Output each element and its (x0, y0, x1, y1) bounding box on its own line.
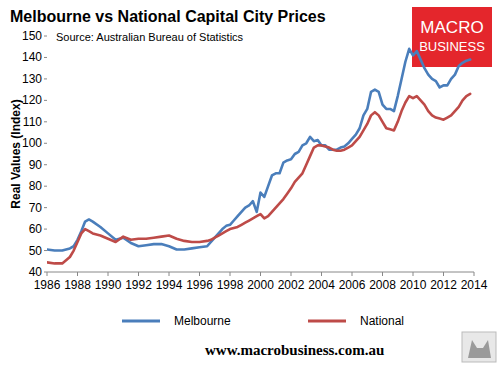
x-tick (291, 272, 292, 276)
x-tick (138, 272, 139, 276)
y-tick (44, 207, 47, 208)
y-tick-label: 150 (22, 29, 42, 43)
x-tick-label: 1998 (217, 278, 244, 292)
x-tick (474, 272, 475, 276)
y-tick (44, 100, 47, 101)
x-tick-label: 2012 (430, 278, 457, 292)
y-tick (44, 186, 47, 187)
x-tick-label: 1992 (125, 278, 152, 292)
y-tick-label: 80 (29, 179, 43, 193)
legend-label: National (360, 314, 404, 328)
y-tick-label: 100 (22, 136, 42, 150)
x-tick-label: 1996 (186, 278, 213, 292)
legend-swatch (122, 320, 160, 323)
y-tick-label: 50 (29, 244, 43, 258)
y-tick-label: 40 (29, 265, 43, 279)
x-tick (47, 272, 48, 276)
logo-emblem (462, 332, 496, 362)
y-tick-label: 120 (22, 93, 42, 107)
x-tick-label: 1990 (95, 278, 122, 292)
y-tick (44, 36, 47, 37)
logo-text: BUSINESS (419, 39, 485, 54)
y-tick (44, 121, 47, 122)
emblem-shape (468, 340, 491, 358)
x-tick-label: 1994 (156, 278, 183, 292)
x-tick (413, 272, 414, 276)
y-axis-label: Real Values (Index) (9, 99, 23, 208)
x-tick (260, 272, 261, 276)
x-tick-label: 2000 (247, 278, 274, 292)
legend-label: Melbourne (174, 314, 231, 328)
x-tick (199, 272, 200, 276)
x-tick (443, 272, 444, 276)
x-tick-label: 2006 (339, 278, 366, 292)
footer: www.macrobusiness.com.au (205, 342, 384, 358)
x-tick (77, 272, 78, 276)
x-tick-label: 1988 (64, 278, 91, 292)
y-tick (44, 78, 47, 79)
emblem-box (462, 332, 496, 362)
y-tick (44, 143, 47, 144)
series-line (47, 49, 470, 251)
x-tick-label: 1986 (34, 278, 61, 292)
x-tick (382, 272, 383, 276)
x-tick (108, 272, 109, 276)
y-tick-label: 60 (29, 222, 43, 236)
y-tick (44, 250, 47, 251)
x-tick (321, 272, 322, 276)
x-tick-label: 2004 (308, 278, 335, 292)
x-tick-label: 2008 (369, 278, 396, 292)
chart: Melbourne vs National Capital City Price… (0, 0, 504, 366)
y-tick-label: 90 (29, 158, 43, 172)
x-tick-label: 2014 (461, 278, 488, 292)
y-tick (44, 57, 47, 58)
y-tick-label: 110 (23, 115, 42, 129)
legend-swatch (308, 320, 346, 323)
x-tick-label: 2010 (400, 278, 427, 292)
title: Melbourne vs National Capital City Price… (10, 8, 326, 25)
logo-box (412, 7, 492, 67)
y-tick-label: 130 (22, 72, 42, 86)
subtitle: Source: Australian Bureau of Statistics (56, 31, 244, 43)
y-tick (44, 229, 47, 230)
logo-text: MACRO (420, 18, 483, 37)
x-tick (230, 272, 231, 276)
y-tick-label: 70 (29, 201, 43, 215)
x-tick (352, 272, 353, 276)
x-tick (169, 272, 170, 276)
series-line (47, 94, 470, 263)
plot-lines (47, 49, 470, 264)
y-tick-label: 140 (22, 50, 42, 64)
y-tick (44, 164, 47, 165)
x-tick-label: 2002 (278, 278, 305, 292)
